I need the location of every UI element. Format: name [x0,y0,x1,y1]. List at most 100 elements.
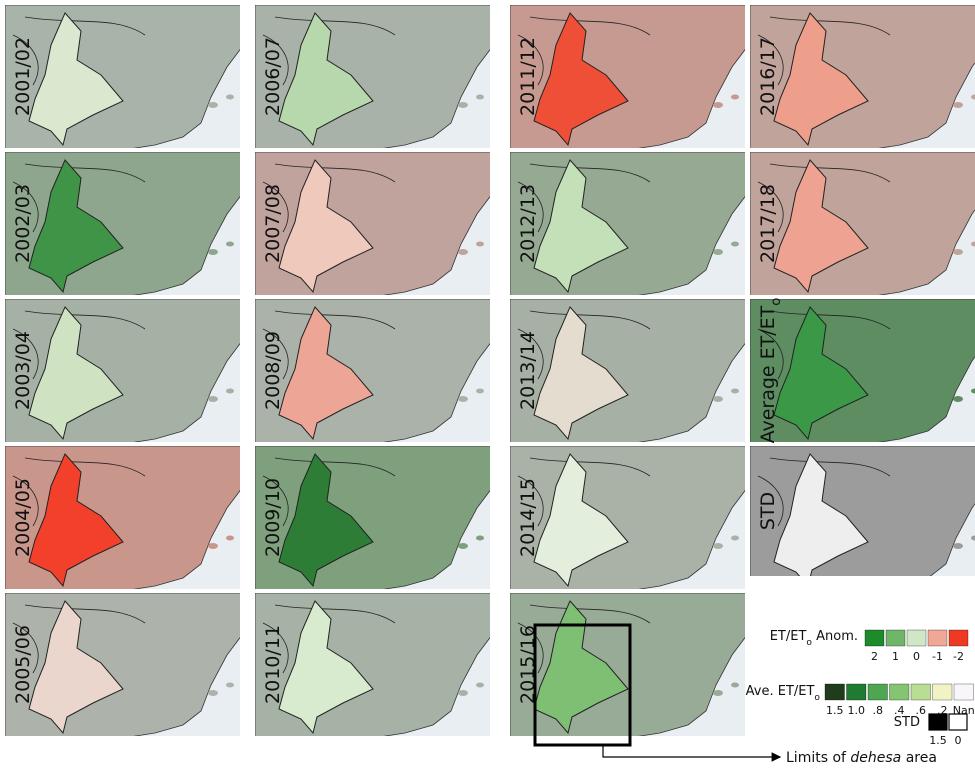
swatch [890,684,910,700]
map-panel: 2001/02 [5,5,245,150]
island [208,102,218,108]
map-panel: 2014/15 [510,446,750,591]
swatch [949,630,968,646]
text-part: 2005/06 [12,625,34,704]
text-part: 2012/13 [517,184,539,263]
map [255,152,495,297]
swatch [865,630,884,646]
legend-tick: 0 [913,650,920,663]
map [5,593,245,738]
legend-tick: 0 [955,734,962,747]
map-panel: Average ET/ETo [750,298,975,444]
map-panel: 2017/18 [750,152,975,297]
legend-title: ET/ETo Anom. [770,629,858,648]
island [476,536,484,541]
island [476,683,484,688]
panel-label: 2005/06 [12,625,34,704]
text-part: 2011/12 [517,37,539,116]
island [731,389,739,394]
island [953,102,963,108]
island [208,543,218,549]
map-panel: 2012/13 [510,152,750,297]
text-part: area [901,750,937,766]
map [255,5,495,150]
panel-label: 2009/10 [262,478,284,557]
island [458,690,468,696]
text-part: Average ET/ET [757,305,779,443]
map [255,593,495,738]
text-part: dehesa [850,750,901,766]
panel-label: 2008/09 [262,331,284,410]
text-part: 2007/08 [262,184,284,263]
panel-label: 2004/05 [12,478,34,557]
swatch [886,630,905,646]
island [953,396,963,402]
map-panel: 2003/04 [5,299,245,444]
island [731,242,739,247]
swatch [847,684,867,700]
map [5,446,245,591]
map-panel: STD [750,446,975,591]
map [510,152,750,297]
panel-label: 2007/08 [262,184,284,263]
island [713,396,723,402]
map-panel: 2008/09 [255,299,495,444]
island [458,249,468,255]
text-part: o [769,298,784,306]
island [458,102,468,108]
map-panel: 2002/03 [5,152,245,297]
legend-tick: -2 [953,650,964,663]
panel-label: 2001/02 [12,37,34,116]
island [458,396,468,402]
island [713,102,723,108]
text-part: 2013/14 [517,331,539,410]
island [476,95,484,100]
text-part: STD [757,492,779,530]
island [226,683,234,688]
panel-label: 2006/07 [262,37,284,116]
legend-title: STD [894,715,920,730]
map-panel: 2005/06 [5,593,245,738]
island [713,249,723,255]
panel-label: 2012/13 [517,184,539,263]
swatch [954,684,974,700]
legend-title: Ave. ET/ETo [746,684,821,703]
text-part: 2016/17 [757,37,779,116]
arrow [603,745,780,757]
legend-tick: 2 [871,650,878,663]
text-part: Ave. ET/ET [746,684,815,699]
annotation: Limits of dehesa area [786,750,937,766]
legend-tick: 1 [892,650,899,663]
map [510,5,750,150]
panel-label: STD [757,492,779,530]
map-panel: 2013/14 [510,299,750,444]
text-part: 2006/07 [262,37,284,116]
map [510,446,750,591]
map [5,5,245,150]
text-part: o [814,693,820,703]
map-panel: 2011/12 [510,5,750,150]
text-part: Anom. [812,629,858,644]
island [476,389,484,394]
map [750,446,975,591]
panel-label: 2014/15 [517,478,539,557]
panel-label: 2013/14 [517,331,539,410]
map-panel: 2007/08 [255,152,495,297]
panel-label: 2002/03 [12,184,34,263]
map-panel: 2004/05 [5,446,245,591]
map [750,299,975,444]
island [208,690,218,696]
panel-label: 2011/12 [517,37,539,116]
swatch [907,630,926,646]
island [953,543,963,549]
panel-label: 2017/18 [757,184,779,263]
map [5,299,245,444]
legend-tick: -1 [932,650,943,663]
legend-tick: 1.5 [929,734,947,747]
text-part: STD [894,715,920,730]
text-part: ET/ET [770,629,807,644]
swatch [868,684,888,700]
swatch [929,714,947,730]
text-part: 2009/10 [262,478,284,557]
